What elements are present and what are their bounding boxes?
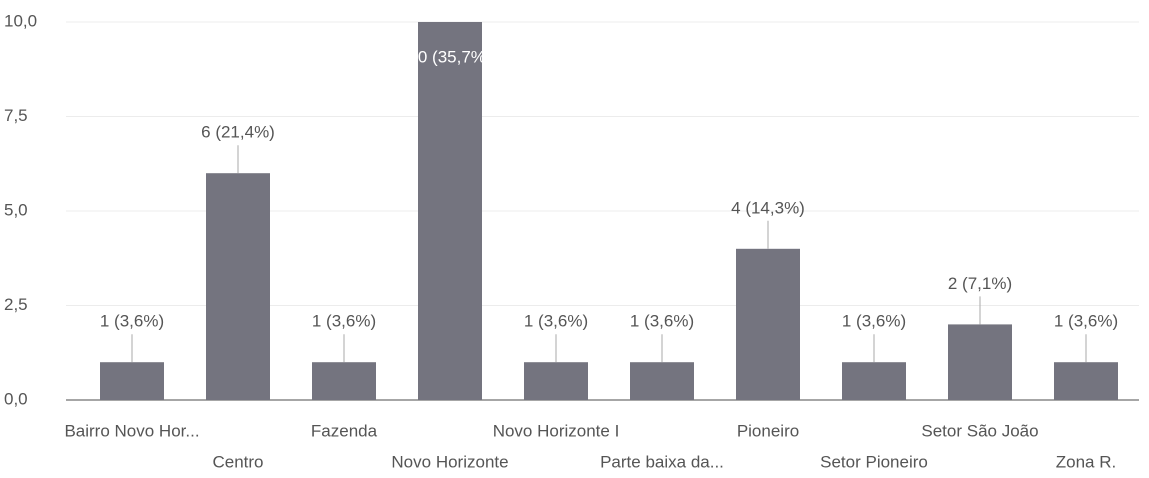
value-label: 6 (21,4%) [201, 123, 275, 142]
bar [312, 362, 376, 400]
y-tick-label: 10,0 [4, 11, 37, 30]
y-tick-label: 5,0 [4, 200, 28, 219]
bar [524, 362, 588, 400]
bar [1054, 362, 1118, 400]
y-tick-label: 0,0 [4, 389, 28, 408]
x-tick-label: Centro [212, 452, 263, 471]
value-label: 4 (14,3%) [731, 198, 805, 217]
value-label: 10 (35,7%) [408, 47, 491, 66]
y-tick-label: 2,5 [4, 295, 28, 314]
x-tick-label: Parte baixa da... [600, 452, 724, 471]
value-label: 1 (3,6%) [1054, 312, 1118, 331]
x-tick-label: Zona R. [1056, 452, 1116, 471]
bar [100, 362, 164, 400]
value-label: 1 (3,6%) [312, 312, 376, 331]
value-label: 1 (3,6%) [842, 312, 906, 331]
x-tick-label: Bairro Novo Hor... [64, 421, 199, 440]
value-label: 1 (3,6%) [100, 312, 164, 331]
x-tick-label: Novo Horizonte I [493, 421, 620, 440]
bar [736, 248, 800, 400]
x-tick-label: Pioneiro [737, 421, 799, 440]
x-tick-label: Novo Horizonte [391, 452, 508, 471]
y-tick-label: 7,5 [4, 106, 28, 125]
bar [842, 362, 906, 400]
x-tick-label: Setor São João [921, 421, 1038, 440]
x-tick-label: Fazenda [311, 421, 378, 440]
value-label: 1 (3,6%) [630, 312, 694, 331]
bar [948, 324, 1012, 400]
bar [630, 362, 694, 400]
value-label: 2 (7,1%) [948, 274, 1012, 293]
bar [206, 173, 270, 400]
value-label: 1 (3,6%) [524, 312, 588, 331]
bar [418, 22, 482, 400]
x-tick-label: Setor Pioneiro [820, 452, 928, 471]
